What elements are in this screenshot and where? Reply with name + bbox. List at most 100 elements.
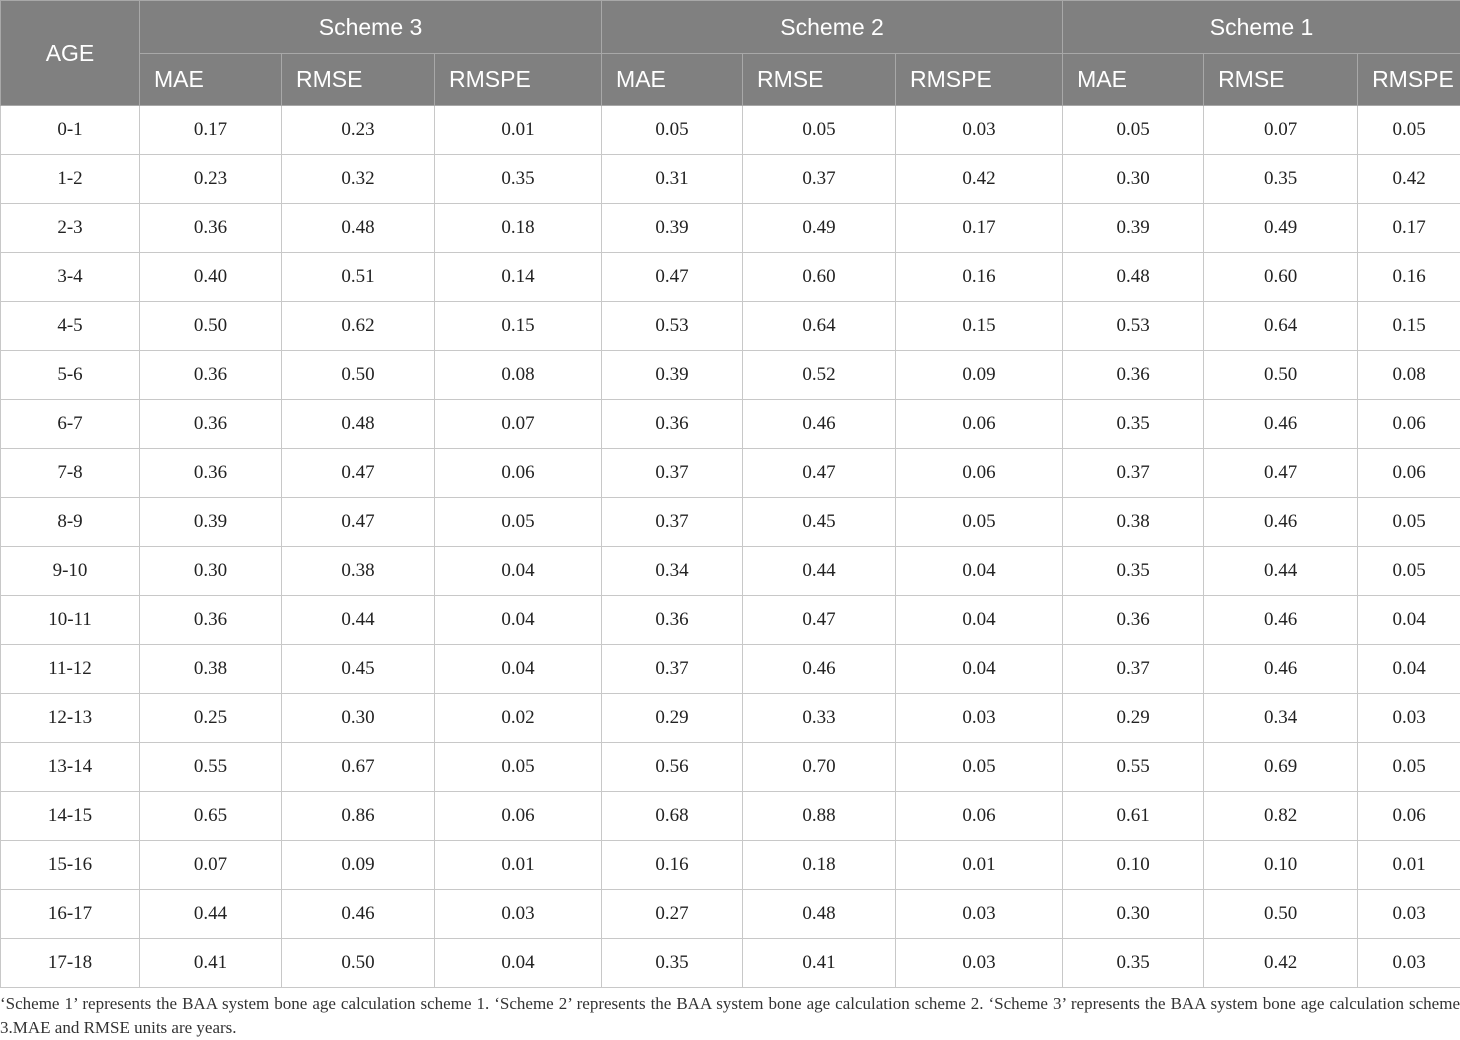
value-cell: 0.46 <box>743 400 896 449</box>
value-cell: 0.64 <box>1204 302 1358 351</box>
value-cell: 0.55 <box>140 743 282 792</box>
value-cell: 0.47 <box>743 596 896 645</box>
value-cell: 0.16 <box>1358 253 1460 302</box>
value-cell: 0.01 <box>435 106 602 155</box>
value-cell: 0.03 <box>1358 939 1460 988</box>
value-cell: 0.03 <box>435 890 602 939</box>
value-cell: 0.37 <box>602 449 743 498</box>
table-header: AGE Scheme 3 Scheme 2 Scheme 1 MAE RMSE … <box>1 1 1460 106</box>
value-cell: 0.03 <box>896 890 1063 939</box>
value-cell: 0.04 <box>435 939 602 988</box>
value-cell: 0.50 <box>282 939 435 988</box>
value-cell: 0.03 <box>1358 890 1460 939</box>
value-cell: 0.82 <box>1204 792 1358 841</box>
value-cell: 0.47 <box>282 498 435 547</box>
value-cell: 0.48 <box>282 204 435 253</box>
value-cell: 0.01 <box>435 841 602 890</box>
value-cell: 0.29 <box>1063 694 1204 743</box>
value-cell: 0.37 <box>1063 449 1204 498</box>
age-cell: 1-2 <box>1 155 140 204</box>
metric-header-rmse: RMSE <box>282 54 435 106</box>
scheme-2-header: Scheme 2 <box>602 1 1063 54</box>
value-cell: 0.05 <box>1063 106 1204 155</box>
value-cell: 0.18 <box>435 204 602 253</box>
value-cell: 0.32 <box>282 155 435 204</box>
value-cell: 0.23 <box>140 155 282 204</box>
value-cell: 0.46 <box>1204 596 1358 645</box>
value-cell: 0.04 <box>435 547 602 596</box>
value-cell: 0.25 <box>140 694 282 743</box>
age-cell: 9-10 <box>1 547 140 596</box>
value-cell: 0.01 <box>896 841 1063 890</box>
value-cell: 0.39 <box>140 498 282 547</box>
value-cell: 0.05 <box>435 743 602 792</box>
value-cell: 0.68 <box>602 792 743 841</box>
value-cell: 0.55 <box>1063 743 1204 792</box>
value-cell: 0.53 <box>602 302 743 351</box>
value-cell: 0.38 <box>1063 498 1204 547</box>
value-cell: 0.37 <box>602 645 743 694</box>
value-cell: 0.29 <box>602 694 743 743</box>
value-cell: 0.62 <box>282 302 435 351</box>
value-cell: 0.36 <box>602 400 743 449</box>
value-cell: 0.06 <box>896 400 1063 449</box>
value-cell: 0.52 <box>743 351 896 400</box>
value-cell: 0.36 <box>140 400 282 449</box>
value-cell: 0.36 <box>1063 351 1204 400</box>
value-cell: 0.03 <box>896 106 1063 155</box>
value-cell: 0.33 <box>743 694 896 743</box>
metric-header-mae: MAE <box>140 54 282 106</box>
value-cell: 0.36 <box>1063 596 1204 645</box>
metric-header-rmse: RMSE <box>1204 54 1358 106</box>
value-cell: 0.50 <box>140 302 282 351</box>
value-cell: 0.36 <box>140 204 282 253</box>
value-cell: 0.15 <box>1358 302 1460 351</box>
value-cell: 0.07 <box>1204 106 1358 155</box>
value-cell: 0.35 <box>1063 547 1204 596</box>
age-cell: 10-11 <box>1 596 140 645</box>
value-cell: 0.48 <box>282 400 435 449</box>
value-cell: 0.37 <box>1063 645 1204 694</box>
value-cell: 0.06 <box>896 449 1063 498</box>
value-cell: 0.42 <box>1358 155 1460 204</box>
value-cell: 0.69 <box>1204 743 1358 792</box>
value-cell: 0.36 <box>140 449 282 498</box>
value-cell: 0.47 <box>602 253 743 302</box>
value-cell: 0.49 <box>1204 204 1358 253</box>
value-cell: 0.18 <box>743 841 896 890</box>
value-cell: 0.02 <box>435 694 602 743</box>
age-column-header: AGE <box>1 1 140 106</box>
value-cell: 0.40 <box>140 253 282 302</box>
value-cell: 0.07 <box>140 841 282 890</box>
value-cell: 0.35 <box>1063 400 1204 449</box>
value-cell: 0.60 <box>743 253 896 302</box>
value-cell: 0.61 <box>1063 792 1204 841</box>
value-cell: 0.05 <box>896 743 1063 792</box>
value-cell: 0.67 <box>282 743 435 792</box>
value-cell: 0.65 <box>140 792 282 841</box>
value-cell: 0.49 <box>743 204 896 253</box>
value-cell: 0.70 <box>743 743 896 792</box>
age-cell: 17-18 <box>1 939 140 988</box>
value-cell: 0.36 <box>140 351 282 400</box>
value-cell: 0.04 <box>435 645 602 694</box>
value-cell: 0.34 <box>1204 694 1358 743</box>
value-cell: 0.03 <box>896 694 1063 743</box>
value-cell: 0.04 <box>1358 596 1460 645</box>
value-cell: 0.51 <box>282 253 435 302</box>
value-cell: 0.05 <box>743 106 896 155</box>
value-cell: 0.30 <box>282 694 435 743</box>
scheme-3-header: Scheme 3 <box>140 1 602 54</box>
scheme-1-header: Scheme 1 <box>1063 1 1460 54</box>
value-cell: 0.05 <box>1358 498 1460 547</box>
value-cell: 0.36 <box>602 596 743 645</box>
age-cell: 4-5 <box>1 302 140 351</box>
value-cell: 0.30 <box>140 547 282 596</box>
value-cell: 0.16 <box>602 841 743 890</box>
